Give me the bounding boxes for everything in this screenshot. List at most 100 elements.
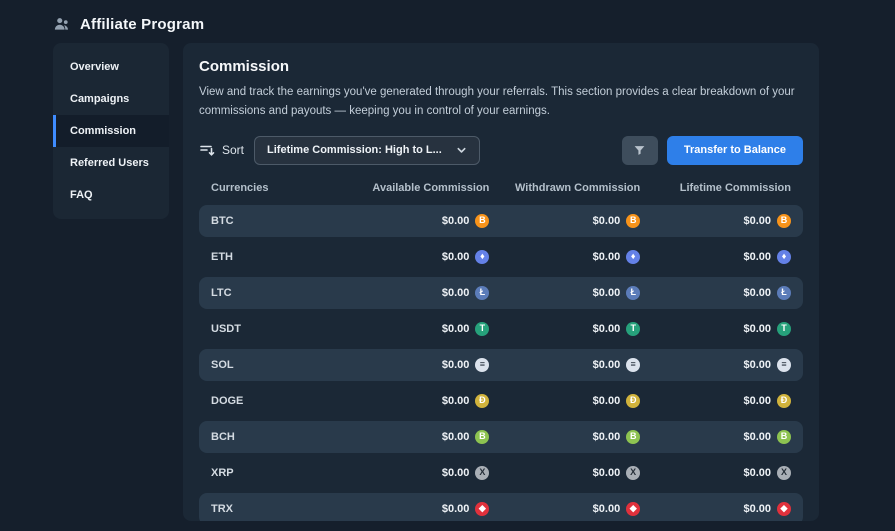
chevron-down-icon — [456, 145, 467, 156]
affiliate-users-icon — [53, 15, 71, 33]
btc-icon: B — [776, 213, 791, 228]
usdt-icon: T — [776, 321, 791, 336]
xrp-icon: X — [776, 465, 791, 480]
withdrawn-commission-cell: $0.00 Ð — [489, 393, 641, 408]
controls-row: Sort Lifetime Commission: High to L... T… — [199, 135, 803, 165]
section-description: View and track the earnings you've gener… — [199, 86, 795, 117]
doge-icon: Ð — [776, 393, 791, 408]
available-commission-value: $0.00 — [441, 322, 470, 335]
withdrawn-commission-cell: $0.00 Ł — [489, 285, 641, 300]
bch-icon: B — [776, 429, 791, 444]
btc-icon: B — [626, 213, 641, 228]
currency-label: BTC — [211, 214, 234, 227]
trx-icon: ◆ — [626, 501, 641, 516]
sidebar-item-faq[interactable]: FAQ — [70, 189, 93, 201]
table-header: Currencies Available Commission Withdraw… — [199, 182, 803, 205]
sort-label: Sort — [222, 143, 245, 158]
available-commission-cell: $0.00 B — [339, 429, 490, 444]
table-row: TRX $0.00 ◆ $0.00 ◆ $0.00 ◆ — [199, 492, 803, 521]
ltc-icon: Ł — [776, 285, 791, 300]
column-header-currencies: Currencies — [211, 181, 269, 194]
lifetime-commission-cell: $0.00 ≡ — [640, 357, 791, 372]
available-commission-cell: $0.00 ≡ — [339, 357, 490, 372]
withdrawn-commission-cell: $0.00 T — [489, 321, 641, 336]
eth-icon: ♦ — [475, 249, 490, 264]
usdt-icon: T — [475, 321, 490, 336]
ltc-icon: Ł — [475, 285, 490, 300]
available-commission-cell: $0.00 ♦ — [339, 249, 490, 264]
currency-label: TRX — [211, 502, 233, 515]
usdt-icon: T — [626, 321, 641, 336]
doge-icon: Ð — [626, 393, 641, 408]
withdrawn-commission-value: $0.00 — [592, 394, 621, 407]
lifetime-commission-value: $0.00 — [743, 322, 771, 335]
lifetime-commission-value: $0.00 — [743, 466, 771, 479]
trx-icon: ◆ — [776, 501, 791, 516]
sol-icon: ≡ — [475, 357, 490, 372]
lifetime-commission-cell: $0.00 B — [640, 213, 791, 228]
lifetime-commission-value: $0.00 — [743, 286, 771, 299]
sol-icon: ≡ — [776, 357, 791, 372]
withdrawn-commission-value: $0.00 — [592, 466, 621, 479]
available-commission-value: $0.00 — [441, 466, 470, 479]
withdrawn-commission-value: $0.00 — [592, 430, 621, 443]
available-commission-value: $0.00 — [441, 394, 470, 407]
available-commission-value: $0.00 — [441, 502, 470, 515]
withdrawn-commission-value: $0.00 — [592, 250, 621, 263]
currency-label: LTC — [211, 286, 232, 299]
sort-dropdown[interactable]: Lifetime Commission: High to L... — [254, 135, 480, 165]
table-row: SOL $0.00 ≡ $0.00 ≡ $0.00 ≡ — [199, 348, 803, 381]
withdrawn-commission-value: $0.00 — [592, 286, 621, 299]
withdrawn-commission-cell: $0.00 ◆ — [489, 501, 641, 516]
sidebar-item-overview[interactable]: Overview — [70, 61, 119, 73]
available-commission-value: $0.00 — [441, 250, 470, 263]
sidebar-item-commission[interactable]: Commission — [53, 115, 169, 147]
sidebar: Overview Campaigns Commission Referred U… — [53, 43, 169, 219]
sort-icon — [199, 142, 215, 158]
column-header-available-commission: Available Commission — [372, 181, 490, 194]
table-row: DOGE $0.00 Ð $0.00 Ð $0.00 Ð — [199, 385, 803, 417]
sidebar-item-referred-users[interactable]: Referred Users — [70, 157, 149, 169]
sort-dropdown-value: Lifetime Commission: High to L... — [267, 144, 442, 157]
available-commission-cell: $0.00 X — [339, 465, 490, 480]
currency-label: SOL — [211, 358, 234, 371]
lifetime-commission-cell: $0.00 B — [640, 429, 791, 444]
lifetime-commission-value: $0.00 — [743, 358, 771, 371]
filter-button[interactable] — [621, 135, 658, 165]
available-commission-cell: $0.00 Ð — [339, 393, 490, 408]
eth-icon: ♦ — [776, 249, 791, 264]
lifetime-commission-value: $0.00 — [743, 430, 771, 443]
available-commission-cell: $0.00 Ł — [339, 285, 490, 300]
withdrawn-commission-value: $0.00 — [592, 214, 621, 227]
available-commission-cell: $0.00 T — [339, 321, 490, 336]
available-commission-cell: $0.00 ◆ — [339, 501, 490, 516]
lifetime-commission-value: $0.00 — [743, 394, 771, 407]
table-row: XRP $0.00 X $0.00 X $0.00 X — [199, 457, 803, 489]
lifetime-commission-value: $0.00 — [743, 502, 771, 515]
trx-icon: ◆ — [475, 501, 490, 516]
withdrawn-commission-value: $0.00 — [592, 358, 621, 371]
withdrawn-commission-cell: $0.00 X — [489, 465, 641, 480]
ltc-icon: Ł — [626, 285, 641, 300]
sidebar-item-campaigns[interactable]: Campaigns — [70, 93, 130, 105]
withdrawn-commission-value: $0.00 — [592, 322, 621, 335]
available-commission-cell: $0.00 B — [339, 213, 490, 228]
bch-icon: B — [475, 429, 490, 444]
bch-icon: B — [626, 429, 641, 444]
xrp-icon: X — [626, 465, 641, 480]
currency-label: ETH — [211, 250, 233, 263]
btc-icon: B — [475, 213, 490, 228]
sol-icon: ≡ — [626, 357, 641, 372]
column-header-withdrawn-commission: Withdrawn Commission — [515, 181, 641, 194]
withdrawn-commission-cell: $0.00 ≡ — [489, 357, 641, 372]
lifetime-commission-cell: $0.00 ♦ — [640, 249, 791, 264]
lifetime-commission-cell: $0.00 Ł — [640, 285, 791, 300]
transfer-to-balance-button[interactable]: Transfer to Balance — [666, 135, 803, 165]
currency-label: DOGE — [211, 394, 244, 407]
column-header-lifetime-commission: Lifetime Commission — [679, 181, 791, 194]
currency-label: XRP — [211, 466, 234, 479]
lifetime-commission-cell: $0.00 ◆ — [640, 501, 791, 516]
withdrawn-commission-value: $0.00 — [592, 502, 621, 515]
app-header: Affiliate Program — [0, 0, 895, 43]
table-row: USDT $0.00 T $0.00 T $0.00 T — [199, 313, 803, 345]
